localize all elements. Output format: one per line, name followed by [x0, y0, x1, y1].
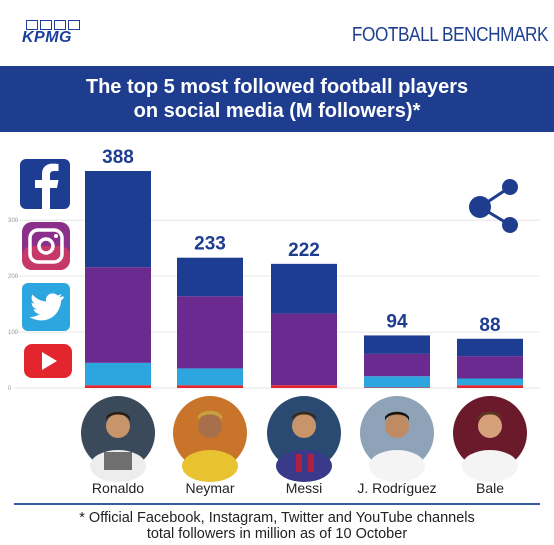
- bar-segment-twitter: [85, 362, 151, 386]
- total-label: 94: [386, 311, 408, 332]
- kpmg-box: [40, 20, 52, 30]
- bar-segment-youtube: [364, 387, 430, 388]
- player-photo-ronaldo: [81, 396, 155, 482]
- player-name-label: Neymar: [185, 480, 234, 496]
- footnote-divider: [14, 503, 540, 505]
- y-tick-label: 300: [8, 218, 19, 224]
- total-label: 233: [194, 234, 226, 255]
- chart: 0 100 200 300 388 233 222 94 88: [8, 147, 540, 496]
- player-photo-bale: [453, 396, 527, 482]
- bar-segment-facebook: [364, 335, 430, 354]
- bar-segment-instagram: [271, 313, 337, 386]
- bar-segment-facebook: [271, 263, 337, 314]
- player-photo-neymar: [173, 396, 247, 482]
- twitter-icon: [22, 283, 70, 331]
- kpmg-box: [68, 20, 80, 30]
- bar-segment-youtube: [271, 385, 337, 388]
- y-tick-label: 100: [8, 330, 19, 336]
- total-label: 388: [102, 147, 134, 168]
- bar-segment-facebook: [457, 338, 523, 357]
- bar-segment-youtube: [177, 385, 243, 388]
- footnote-line1: * Official Facebook, Instagram, Twitter …: [79, 510, 475, 526]
- chart-title-line1: The top 5 most followed football players: [85, 76, 469, 98]
- youtube-icon: [24, 344, 72, 378]
- kpmg-logo-boxes: [26, 20, 90, 30]
- bar-segment-facebook: [177, 257, 243, 297]
- bar-segment-youtube: [85, 385, 151, 388]
- bar-segment-facebook: [85, 171, 151, 268]
- player-name-label: Messi: [286, 480, 323, 496]
- player-photo-messi: [267, 396, 341, 482]
- bar-segment-twitter: [364, 376, 430, 388]
- player-name-label: Bale: [476, 480, 504, 496]
- kpmg-box: [26, 20, 38, 30]
- footnote: * Official Facebook, Instagram, Twitter …: [0, 510, 554, 542]
- chart-title-line2: on social media (M followers)*: [133, 100, 421, 122]
- bar-segment-instagram: [364, 353, 430, 377]
- bar-segment-twitter: [457, 378, 523, 386]
- bar-segment-instagram: [85, 267, 151, 363]
- bars: [85, 171, 523, 388]
- y-tick-label: 200: [8, 274, 19, 280]
- bar-segment-youtube: [457, 385, 523, 388]
- title-banner: The top 5 most followed football players…: [0, 66, 554, 132]
- total-label: 222: [288, 240, 320, 261]
- footnote-line2: total followers in million as of 10 Octo…: [146, 526, 408, 542]
- kpmg-box: [54, 20, 66, 30]
- total-label: 88: [479, 315, 500, 336]
- kpmg-logo: KPMG: [22, 20, 90, 48]
- player-name-label: Ronaldo: [92, 480, 144, 496]
- player-names: Ronaldo Neymar Messi J. Rodríguez Bale: [92, 480, 504, 496]
- bar-segment-instagram: [177, 296, 243, 369]
- y-tick-label: 0: [8, 386, 12, 392]
- brand-title: FOOTBALL BENCHMARK: [351, 24, 549, 46]
- total-labels: 388 233 222 94 88: [102, 147, 500, 336]
- kpmg-logo-text: KPMG: [22, 29, 72, 46]
- bar-segment-twitter: [177, 368, 243, 386]
- player-name-label: J. Rodríguez: [357, 480, 436, 496]
- instagram-icon: [22, 222, 70, 270]
- player-photo-rodriguez: [360, 396, 434, 482]
- share-icon: [469, 179, 518, 233]
- bar-segment-instagram: [457, 356, 523, 379]
- facebook-icon: [20, 159, 70, 209]
